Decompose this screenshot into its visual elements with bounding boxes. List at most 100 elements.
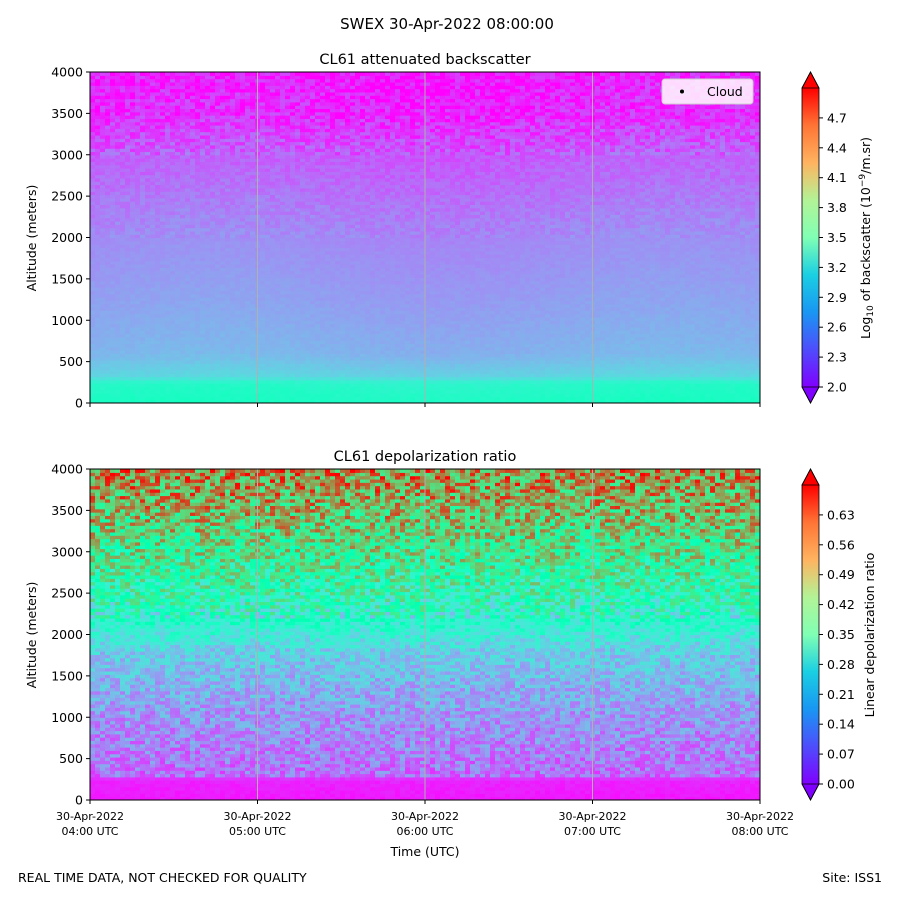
heatmap-cell <box>530 323 536 328</box>
heatmap-cell <box>240 340 246 345</box>
heatmap-cell <box>515 376 521 381</box>
heatmap-cell <box>705 343 711 348</box>
heatmap-cell <box>245 320 251 325</box>
heatmap-cell <box>680 350 686 354</box>
heatmap-cell <box>380 346 386 351</box>
heatmap-cell <box>390 340 396 345</box>
heatmap-cell <box>285 399 291 403</box>
heatmap-cell <box>545 326 551 331</box>
heatmap-cell <box>280 366 286 371</box>
heatmap-cell <box>555 353 561 358</box>
heatmap-cell <box>485 366 491 371</box>
heatmap-cell <box>655 386 661 391</box>
heatmap-cell <box>145 320 151 325</box>
heatmap-cell <box>585 389 591 394</box>
heatmap-cell <box>570 379 576 384</box>
heatmap-cell <box>365 343 371 348</box>
heatmap-cell <box>435 316 441 321</box>
heatmap-cell <box>565 359 571 364</box>
heatmap-cell <box>325 399 331 403</box>
heatmap-cell <box>390 333 396 338</box>
heatmap-cell <box>285 343 291 348</box>
heatmap-cell <box>460 336 466 341</box>
heatmap-cell <box>395 366 401 371</box>
heatmap-cell <box>230 333 236 338</box>
heatmap-cell <box>540 369 546 374</box>
heatmap-cell <box>95 326 101 331</box>
heatmap-cell <box>645 393 651 397</box>
heatmap-cell <box>595 323 601 328</box>
heatmap-cell <box>670 366 676 371</box>
heatmap-cell <box>520 399 526 403</box>
heatmap-cell <box>360 350 366 354</box>
heatmap-cell <box>545 389 551 394</box>
heatmap-cell <box>245 336 251 341</box>
heatmap-cell <box>405 320 411 325</box>
heatmap-cell <box>235 396 241 401</box>
heatmap-cell <box>520 379 526 384</box>
heatmap-cell <box>200 333 206 338</box>
heatmap-cell <box>660 336 666 341</box>
heatmap-cell <box>445 350 451 354</box>
heatmap-cell <box>615 383 621 388</box>
heatmap-cell <box>105 383 111 388</box>
heatmap-cell <box>455 389 461 394</box>
heatmap-cell <box>300 320 306 325</box>
heatmap-cell <box>370 343 376 348</box>
heatmap-cell <box>740 346 746 351</box>
heatmap-cell <box>530 346 536 351</box>
heatmap-cell <box>555 383 561 388</box>
heatmap-cell <box>720 343 726 348</box>
heatmap-cell <box>250 366 256 371</box>
heatmap-cell <box>660 323 666 328</box>
heatmap-cell <box>740 396 746 401</box>
heatmap-cell <box>415 369 421 374</box>
heatmap-cell <box>375 346 381 351</box>
heatmap-cell <box>560 393 566 397</box>
heatmap-cell <box>170 346 176 351</box>
heatmap-cell <box>190 399 196 403</box>
heatmap-cell <box>315 363 321 368</box>
heatmap-cell <box>455 383 461 388</box>
heatmap-cell <box>415 356 421 361</box>
heatmap-cell <box>495 373 501 378</box>
heatmap-cell <box>185 369 191 374</box>
heatmap-cell <box>165 389 171 394</box>
heatmap-cell <box>605 399 611 403</box>
heatmap-cell <box>710 320 716 325</box>
heatmap-cell <box>750 330 756 335</box>
heatmap-cell <box>645 356 651 361</box>
heatmap-cell <box>180 320 186 325</box>
heatmap-cell <box>495 399 501 403</box>
heatmap-cell <box>300 336 306 341</box>
heatmap-cell <box>675 350 681 354</box>
heatmap-cell <box>280 346 286 351</box>
heatmap-cell <box>340 376 346 381</box>
heatmap-cell <box>635 369 641 374</box>
heatmap-cell <box>370 316 376 321</box>
heatmap-cell <box>310 396 316 401</box>
heatmap-cell <box>170 383 176 388</box>
heatmap-cell <box>475 316 481 321</box>
heatmap-cell <box>470 323 476 328</box>
heatmap-cell <box>115 373 121 378</box>
heatmap-cell <box>185 343 191 348</box>
heatmap-cell <box>245 383 251 388</box>
heatmap-cell <box>715 353 721 358</box>
heatmap-cell <box>740 369 746 374</box>
heatmap-cell <box>110 333 116 338</box>
heatmap-cell <box>375 336 381 341</box>
heatmap-cell <box>630 386 636 391</box>
heatmap-cell <box>260 356 266 361</box>
heatmap-cell <box>575 326 581 331</box>
heatmap-cell <box>325 340 331 345</box>
heatmap-cell <box>520 346 526 351</box>
heatmap-cell <box>655 396 661 401</box>
heatmap-cell <box>155 393 161 397</box>
heatmap-cell <box>500 353 506 358</box>
heatmap-cell <box>660 393 666 397</box>
heatmap-cell <box>240 376 246 381</box>
heatmap-cell <box>200 383 206 388</box>
heatmap-cell <box>690 356 696 361</box>
heatmap-cell <box>340 366 346 371</box>
